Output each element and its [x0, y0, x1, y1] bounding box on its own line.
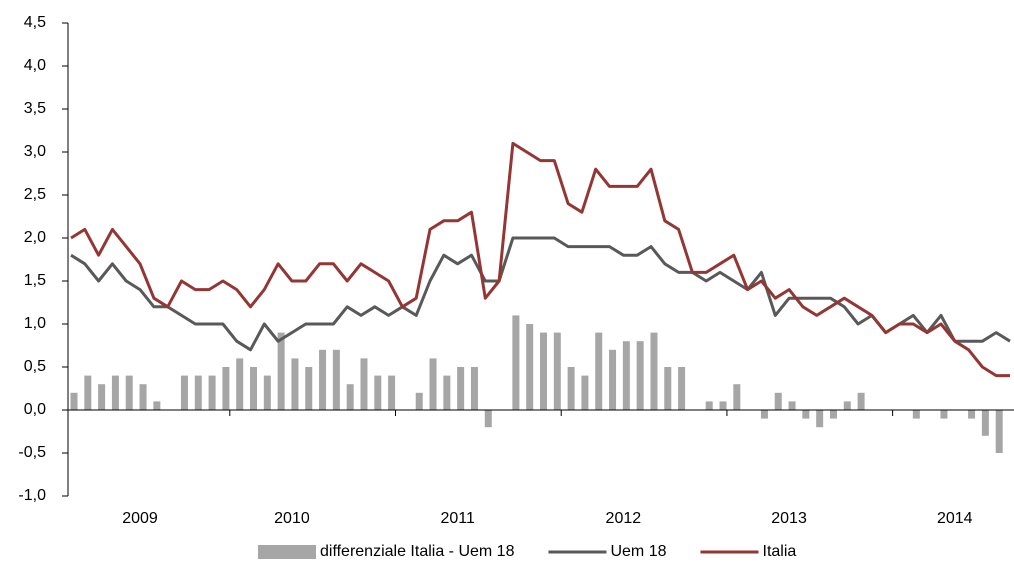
- bar: [719, 401, 727, 410]
- bar: [125, 375, 133, 410]
- y-tick-label: 1,5: [24, 272, 46, 289]
- bar: [194, 375, 202, 410]
- bar: [995, 410, 1003, 453]
- legend-label: Italia: [763, 543, 797, 560]
- bar: [512, 315, 520, 410]
- y-tick-label: 4,0: [24, 57, 46, 74]
- bar: [622, 341, 630, 410]
- bar: [305, 367, 313, 410]
- bar: [180, 375, 188, 410]
- y-tick-label: 2,5: [24, 186, 46, 203]
- bar: [567, 367, 575, 410]
- bar: [581, 375, 589, 410]
- bar: [236, 358, 244, 410]
- bar: [70, 392, 78, 410]
- bar: [733, 384, 741, 410]
- y-tick-label: 3,0: [24, 143, 46, 160]
- legend-label: Uem 18: [610, 543, 666, 560]
- bar: [857, 392, 865, 410]
- y-tick-label: -0,5: [18, 444, 46, 461]
- y-tick-label: -1,0: [18, 487, 46, 504]
- bar: [484, 410, 492, 428]
- legend-label: differenziale Italia - Uem 18: [320, 543, 515, 560]
- bar: [139, 384, 147, 410]
- bar: [457, 367, 465, 410]
- x-tick-label: 2010: [274, 510, 310, 527]
- bar: [153, 401, 161, 410]
- bar: [360, 358, 368, 410]
- y-tick-label: 1,0: [24, 315, 46, 332]
- bar: [664, 367, 672, 410]
- bar: [968, 410, 976, 419]
- bar: [636, 341, 644, 410]
- bar: [760, 410, 768, 419]
- bar: [705, 401, 713, 410]
- bar: [374, 375, 382, 410]
- y-tick-label: 2,0: [24, 229, 46, 246]
- bar: [912, 410, 920, 419]
- bar: [470, 367, 478, 410]
- x-tick-label: 2012: [606, 510, 642, 527]
- bar: [429, 358, 437, 410]
- x-tick-label: 2014: [937, 510, 973, 527]
- bar: [553, 332, 561, 410]
- bar: [829, 410, 837, 419]
- bar: [802, 410, 810, 419]
- x-tick-label: 2013: [771, 510, 807, 527]
- bar: [650, 332, 658, 410]
- y-tick-label: 0,5: [24, 358, 46, 375]
- bar: [319, 349, 327, 410]
- bar: [788, 401, 796, 410]
- x-tick-label: 2009: [122, 510, 158, 527]
- bar: [222, 367, 230, 410]
- x-tick-label: 2011: [440, 510, 475, 527]
- bar: [940, 410, 948, 419]
- bar: [291, 358, 299, 410]
- bar: [332, 349, 340, 410]
- bar: [816, 410, 824, 428]
- bar: [346, 384, 354, 410]
- bar: [843, 401, 851, 410]
- bar: [526, 324, 534, 410]
- bar: [774, 392, 782, 410]
- bar: [415, 392, 423, 410]
- bar: [208, 375, 216, 410]
- legend-swatch: [258, 545, 316, 559]
- line: [70, 141, 1010, 378]
- bar: [98, 384, 106, 410]
- bar: [84, 375, 92, 410]
- bar: [443, 375, 451, 410]
- bar: [250, 367, 258, 410]
- line: [70, 236, 1011, 352]
- bar: [111, 375, 119, 410]
- bar: [678, 367, 686, 410]
- y-tick-label: 4,5: [24, 14, 46, 31]
- bar: [595, 332, 603, 410]
- bar: [263, 375, 271, 410]
- bar: [540, 332, 547, 410]
- y-tick-label: 3,5: [24, 100, 46, 117]
- y-tick-label: 0,0: [24, 401, 46, 418]
- bar: [388, 375, 396, 410]
- bar: [609, 349, 617, 410]
- bar: [277, 332, 285, 410]
- bar: [981, 410, 989, 436]
